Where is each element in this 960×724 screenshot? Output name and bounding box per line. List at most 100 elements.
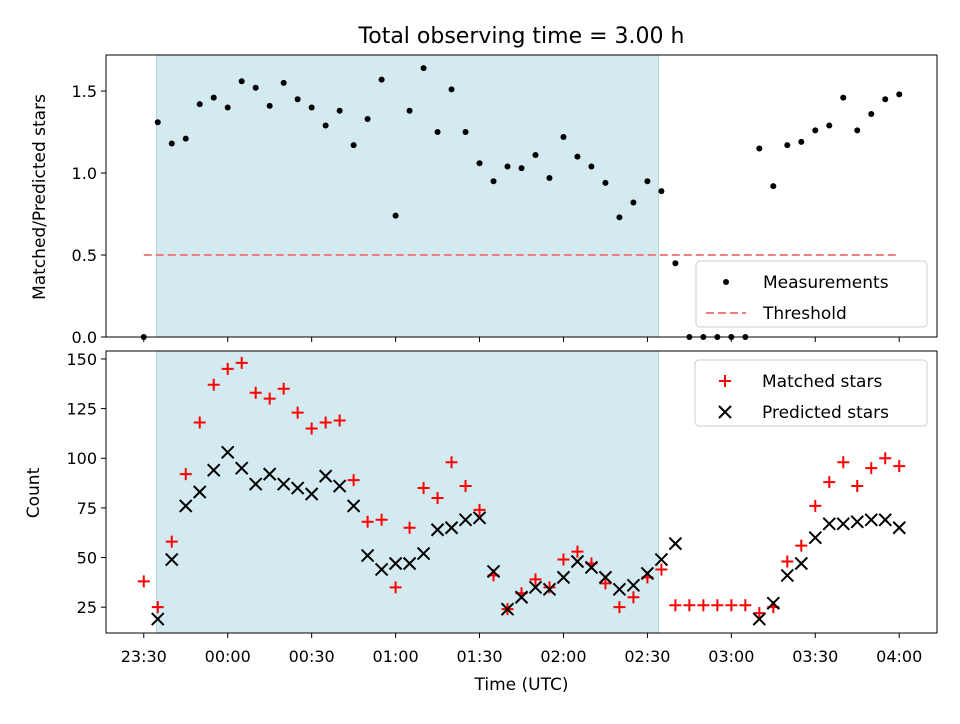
- predicted-stars-point: [864, 513, 878, 527]
- measurements-point: [854, 127, 861, 134]
- matched-stars-point: [333, 414, 346, 427]
- predicted-stars-point: [332, 479, 347, 493]
- matched-stars-point: [613, 601, 626, 614]
- predicted-stars-point: [654, 552, 669, 567]
- matched-stars-point: [473, 503, 486, 516]
- x-tick-label: 02:00: [540, 647, 586, 666]
- matched-stars-point: [151, 601, 164, 614]
- predicted-stars-point: [836, 517, 850, 531]
- matched-stars-point: [543, 581, 556, 594]
- measurements-point: [182, 135, 189, 142]
- predicted-stars-point: [822, 517, 836, 531]
- matched-stars-point: [753, 607, 766, 620]
- matched-stars-point: [837, 456, 850, 469]
- matched-stars-point: [655, 563, 668, 576]
- matched-stars-point: [795, 539, 808, 552]
- count-shaded-span: [155, 350, 660, 634]
- matched-stars-point: [291, 406, 304, 419]
- matched-stars-point: [403, 521, 416, 534]
- measurements-point: [280, 79, 287, 86]
- predicted-stars-point: [165, 552, 179, 567]
- predicted-stars-point: [766, 596, 781, 610]
- measurements-point: [840, 94, 847, 101]
- measurements-point: [238, 78, 245, 85]
- predicted-stars-point: [207, 463, 221, 477]
- predicted-stars-point: [402, 556, 417, 571]
- predicted-stars-point: [221, 445, 235, 459]
- matched-stars-point: [627, 591, 640, 604]
- predicted-stars-point: [193, 485, 207, 499]
- count-y-axis-label: Count: [24, 467, 44, 518]
- measurements-point: [574, 153, 581, 160]
- matched-stars-point: [249, 386, 262, 399]
- measurements-point: [196, 101, 203, 108]
- matched-stars-point: [389, 581, 402, 594]
- matched-stars-point: [459, 480, 472, 493]
- legend-box: [695, 260, 928, 328]
- measurements-point: [252, 84, 259, 91]
- predicted-stars-point: [752, 612, 767, 626]
- matched-stars-point: [277, 382, 290, 395]
- measurements-point: [154, 119, 161, 126]
- matched-stars-point: [319, 416, 332, 429]
- matched-stars-point: [431, 491, 444, 504]
- measurements-point: [784, 142, 791, 149]
- matched-stars-point: [361, 515, 374, 528]
- matched-stars-point: [235, 356, 248, 369]
- count-legend: Matched stars Predicted stars: [694, 359, 928, 427]
- predicted-stars-point: [388, 556, 403, 571]
- predicted-stars-point: [668, 536, 683, 551]
- predicted-stars-point: [514, 590, 529, 604]
- measurements-point: [882, 96, 889, 103]
- x-tick-label: 03:30: [792, 647, 838, 666]
- predicted-stars-point: [850, 515, 864, 529]
- predicted-stars-point: [430, 523, 445, 537]
- predicted-stars-point: [542, 582, 557, 597]
- matched-stars-point: [865, 462, 878, 475]
- measurements-point: [644, 178, 651, 185]
- legend-box: [694, 359, 928, 427]
- predicted-stars-point: [318, 469, 333, 483]
- measurements-point: [672, 260, 679, 267]
- measurements-point: [560, 133, 567, 140]
- matched-stars-point: [557, 553, 570, 566]
- predicted-stars-point: [416, 546, 431, 561]
- predicted-stars-point: [151, 612, 165, 626]
- ratio-y-tick-label: 0.0: [72, 328, 97, 347]
- measurements-point: [756, 145, 763, 152]
- matched-stars-point: [137, 575, 150, 588]
- x-tick-label: 01:30: [456, 647, 502, 666]
- predicted-stars-point: [570, 554, 585, 569]
- matched-stars-point: [893, 460, 906, 473]
- measurements-point: [630, 199, 637, 206]
- predicted-stars-point: [584, 560, 599, 575]
- ratio-axes-frame: [105, 54, 938, 338]
- measurements-point: [770, 183, 777, 190]
- matched-stars-point: [193, 416, 206, 429]
- predicted-stars-point: [626, 578, 641, 593]
- x-axis-label: Time (UTC): [474, 675, 569, 695]
- matched-stars-point: [207, 378, 220, 391]
- count-y-tick-label: 125: [66, 400, 97, 419]
- ratio-y-tick-label: 0.5: [72, 246, 97, 265]
- measurements-point: [462, 129, 469, 136]
- matched-stars-point: [263, 392, 276, 405]
- predicted-stars-point: [808, 530, 822, 545]
- measurements-point: [168, 140, 175, 147]
- figure-title: Total observing time = 3.00 h: [358, 24, 685, 49]
- count-panel: 25 50 75 100 125 150 23:30 00:00 00:30 01:00 01:30…: [66, 350, 938, 666]
- predicted-stars-point: [486, 564, 501, 579]
- measurements-point: [364, 115, 371, 122]
- measurements-point: [658, 188, 665, 195]
- ratio-panel: 0.0 0.5 1.0 1.5 Measurements Threshold: [72, 54, 938, 347]
- matched-stars-point: [305, 422, 318, 435]
- matched-stars-point: [879, 452, 892, 465]
- measurements-point: [322, 122, 329, 129]
- x-tick-label: 23:30: [121, 647, 167, 666]
- predicted-stars-point: [290, 481, 305, 495]
- measurements-point: [210, 94, 217, 101]
- ratio-y-tick-label: 1.5: [72, 82, 97, 101]
- predicted-stars-point: [179, 499, 193, 513]
- predicted-stars-point: [472, 511, 487, 525]
